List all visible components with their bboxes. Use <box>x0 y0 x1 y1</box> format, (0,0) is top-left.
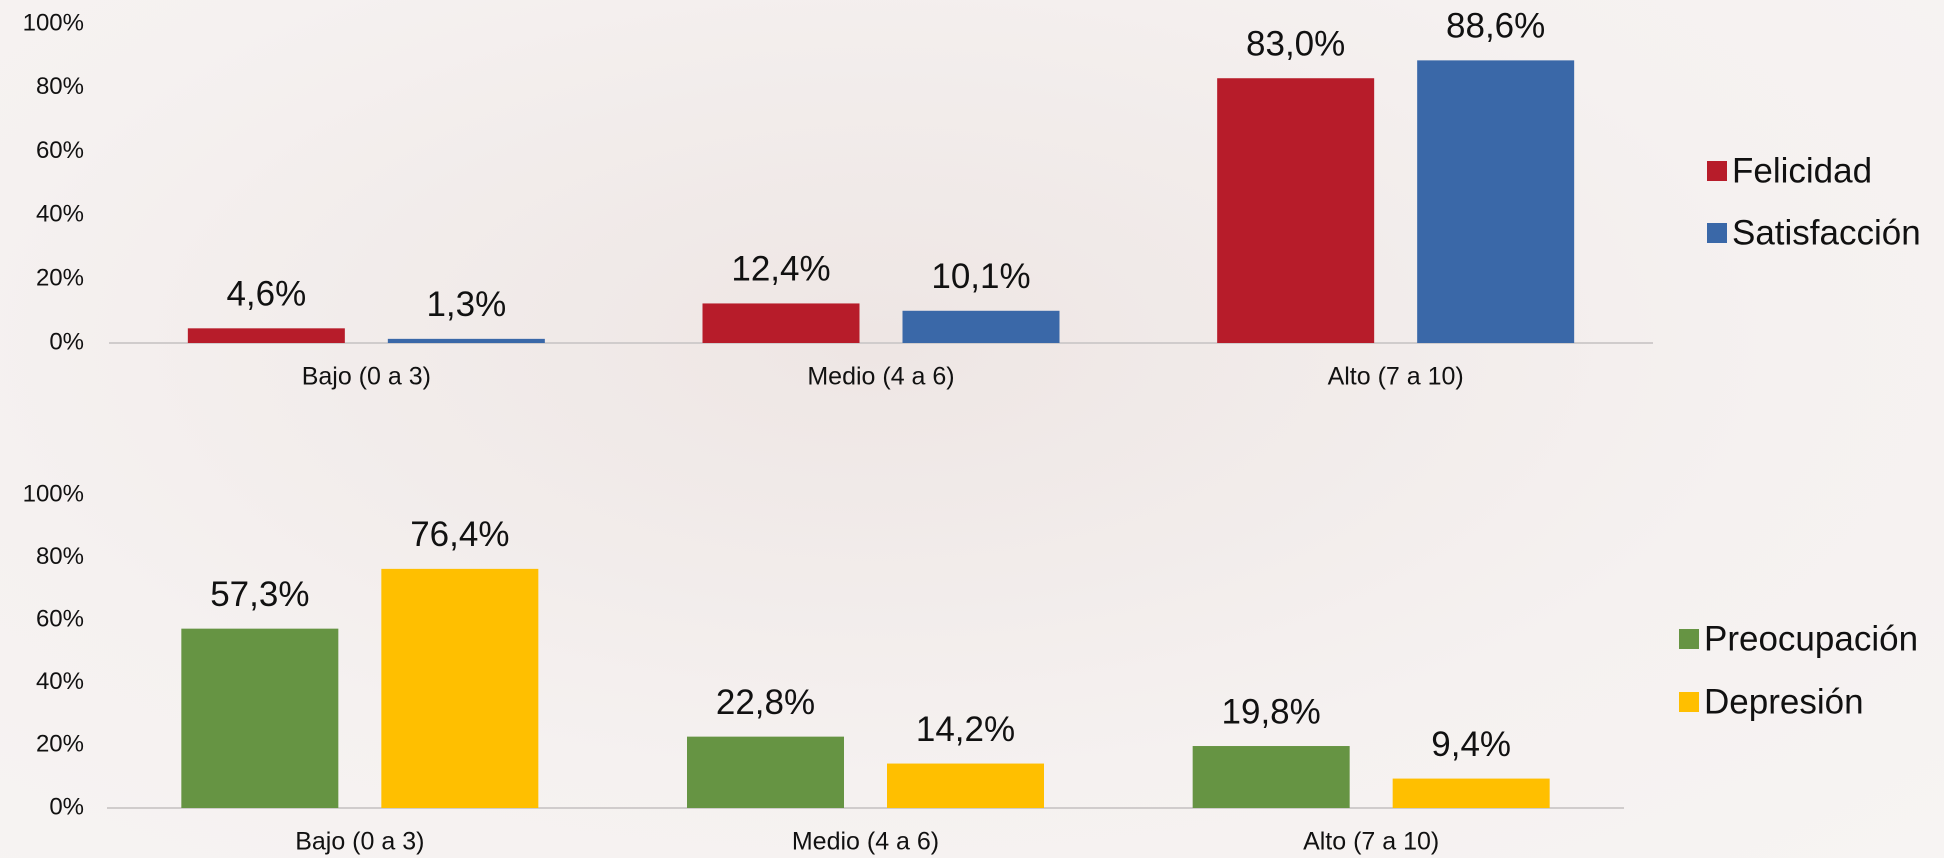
legend-label: Preocupación <box>1704 619 1918 658</box>
x-tick-label: Bajo (0 a 3) <box>302 363 431 391</box>
bar <box>902 310 1060 343</box>
value-label: 83,0% <box>1246 24 1345 63</box>
bar <box>387 338 545 343</box>
legend-swatch <box>1679 629 1699 649</box>
value-label: 10,1% <box>931 257 1030 296</box>
value-label: 9,4% <box>1431 725 1511 764</box>
value-label: 1,3% <box>426 285 506 324</box>
y-tick-label: 100% <box>23 9 84 36</box>
y-tick-label: 20% <box>36 731 84 758</box>
x-tick-label: Alto (7 a 10) <box>1328 363 1464 391</box>
legend-label: Depresión <box>1704 682 1864 721</box>
legend-label: Satisfacción <box>1732 213 1921 252</box>
bar <box>181 628 339 808</box>
legend-swatch <box>1707 223 1727 243</box>
y-tick-label: 20% <box>36 265 84 292</box>
x-tick-label: Bajo (0 a 3) <box>295 828 424 856</box>
y-tick-label: 60% <box>36 606 84 633</box>
y-tick-label: 0% <box>49 793 84 820</box>
bar <box>702 303 860 343</box>
y-tick-label: 40% <box>36 201 84 228</box>
y-tick-label: 80% <box>36 73 84 100</box>
bar <box>1392 778 1550 808</box>
bar <box>1217 78 1375 343</box>
value-label: 4,6% <box>226 275 306 314</box>
bar <box>1417 60 1575 344</box>
y-tick-label: 80% <box>36 543 84 570</box>
legend-label: Felicidad <box>1732 151 1872 190</box>
x-tick-label: Medio (4 a 6) <box>792 828 939 856</box>
y-tick-label: 0% <box>49 328 84 355</box>
y-tick-label: 100% <box>23 480 84 507</box>
x-tick-label: Medio (4 a 6) <box>807 363 954 391</box>
value-label: 76,4% <box>410 515 509 554</box>
value-label: 19,8% <box>1222 692 1321 731</box>
legend-swatch <box>1679 692 1699 712</box>
y-tick-label: 40% <box>36 668 84 695</box>
bar <box>887 763 1044 808</box>
x-tick-label: Alto (7 a 10) <box>1303 828 1439 856</box>
legend-swatch <box>1707 161 1727 181</box>
value-label: 14,2% <box>916 710 1015 749</box>
value-label: 12,4% <box>731 250 830 289</box>
y-tick-label: 60% <box>36 137 84 164</box>
bar <box>1192 746 1350 808</box>
value-label: 22,8% <box>716 683 815 722</box>
value-label: 88,6% <box>1446 7 1545 46</box>
bar <box>687 736 844 808</box>
value-label: 57,3% <box>210 575 309 614</box>
bar <box>187 328 345 343</box>
bar <box>381 568 539 808</box>
